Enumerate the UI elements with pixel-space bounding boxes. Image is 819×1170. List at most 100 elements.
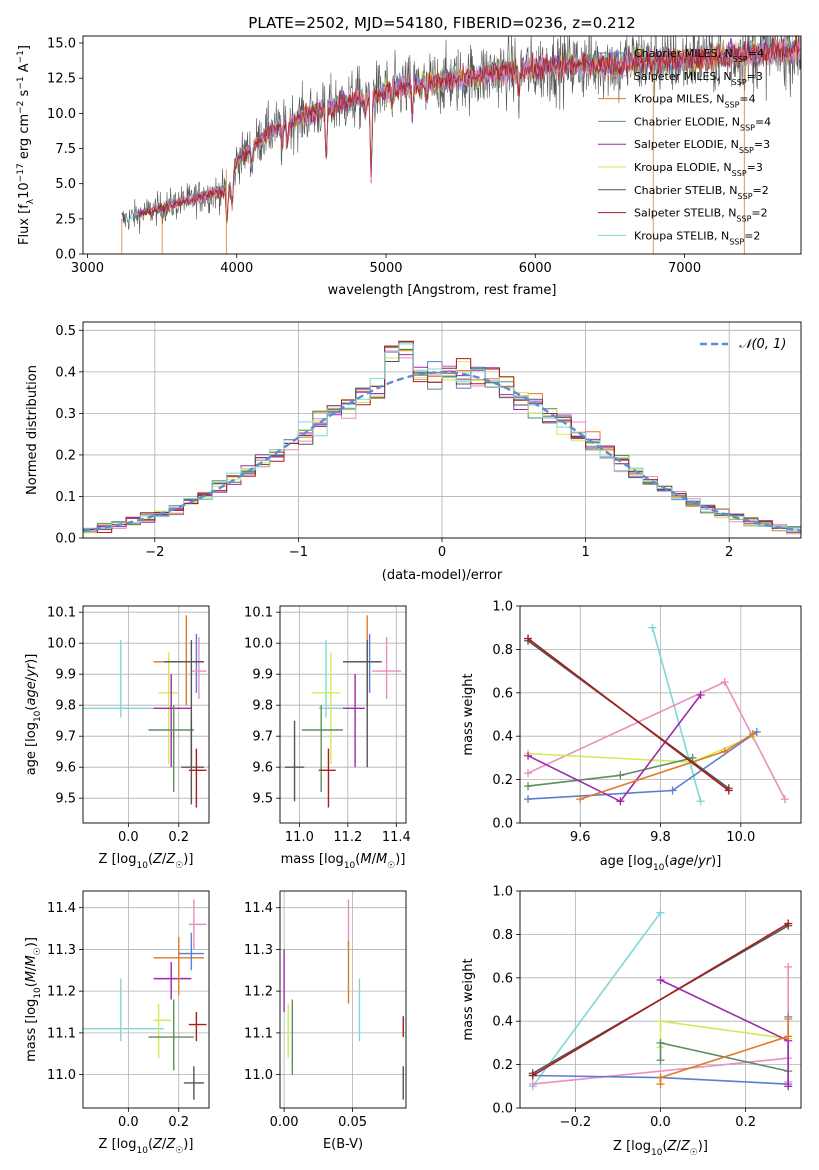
y-axis-label-part: −17 [16, 163, 26, 182]
legend-label-sub: SSP [732, 169, 747, 178]
plot-area-spectrum [121, 36, 801, 254]
y-tick-label: 9.8 [55, 699, 76, 714]
x-axis-label-part: E(B-V) [323, 1137, 363, 1152]
x-axis-label-part: age [ [600, 854, 633, 869]
y-axis-label-part: / [24, 676, 39, 681]
x-tick-label: 0.05 [338, 1115, 367, 1130]
weight-point-marker [656, 975, 665, 984]
y-tick-label: 10.0 [47, 107, 76, 122]
x-tick-label: 2 [725, 545, 733, 560]
y-tick-label: 2.5 [55, 212, 76, 227]
axes-age-vs-mass: 11.0 11.2 11.4 9.5 9.6 9.7 9.8 9.9 10.0 10.1 mass … [244, 605, 411, 871]
x-axis-label-part: Z [667, 1139, 678, 1154]
legend-label-text: Kroupa ELODIE, N [634, 161, 732, 174]
x-axis-label-part: ( [664, 854, 669, 869]
y-axis-label-part: ] [17, 45, 32, 50]
y-tick-label: 0.8 [492, 643, 513, 658]
y-axis-label-part: λ [26, 198, 36, 204]
legend-label-n: =2 [744, 229, 760, 242]
x-axis-label-part: ) [711, 854, 716, 869]
weight-point-marker [656, 1073, 665, 1082]
weight-point-marker [616, 771, 625, 780]
y-axis-label-part: / [24, 966, 39, 971]
weight-point-marker [616, 797, 625, 806]
y-axis-label: mass [log10(M/M☉)] [24, 937, 43, 1062]
x-tick-label: 0 [438, 545, 446, 560]
x-axis-label: wavelength [Angstrom, rest frame] [328, 283, 557, 298]
x-tick-label: 11.0 [285, 830, 314, 845]
x-tick-label: 0.2 [735, 1115, 756, 1130]
legend-label: Chabrier ELODIE, NSSP=4 [634, 115, 771, 131]
y-axis-label-part: M [24, 955, 39, 966]
y-tick-label: 11.1 [47, 1026, 76, 1041]
x-axis-label-part: Z [ [613, 1139, 631, 1154]
weight-line-salpeter-stelib [532, 922, 789, 1077]
y-tick-label: 1.0 [492, 600, 513, 615]
x-tick-label: 1 [581, 545, 589, 560]
y-axis-label-part: M [24, 971, 39, 982]
y-axis-label-part: yr [24, 662, 39, 678]
y-tick-label: 0.6 [492, 686, 513, 701]
legend-label: Chabrier STELIB, NSSP=2 [634, 184, 769, 201]
x-tick-label: 5000 [369, 261, 402, 276]
x-tick-label: 11.2 [333, 830, 362, 845]
axes-frame [82, 890, 210, 1109]
legend-label-n: =3 [747, 70, 763, 83]
weight-point-marker [784, 919, 793, 928]
x-axis-label-part: log [117, 852, 137, 867]
y-tick-label: 0.0 [492, 817, 513, 832]
x-axis-label-part: 10 [136, 1146, 148, 1156]
y-axis-label-part: mass weight [461, 673, 476, 755]
legend-label-n: =4 [755, 115, 771, 128]
x-tick-label: 0.00 [270, 1115, 299, 1130]
legend-label-sub: SSP [724, 100, 739, 109]
x-axis-label: Z [log10(Z/Z☉)] [99, 852, 194, 871]
y-axis-label-part: age [24, 681, 39, 705]
axes-residuals: −2 −1 0 1 2 0.0 0.1 0.2 0.3 0.4 0.5 𝒩(0, 1) (data-mo… [25, 321, 802, 583]
spectrum-model-line-salpeter-stelib [137, 36, 801, 221]
x-axis-label-part: log [324, 852, 344, 867]
y-axis-label-part: mass weight [461, 958, 476, 1040]
x-axis-label-part: Z [ [99, 852, 117, 867]
legend-label-sub: SSP [733, 55, 748, 64]
axes-frame [82, 605, 210, 824]
x-axis-label-part: M [360, 852, 371, 867]
spectrum-model-line-salpeter-miles [167, 36, 801, 220]
weight-line-kroupa-stelib [532, 912, 662, 1087]
axes-mass-vs-Z: 0.0 0.211.011.111.211.311.4Z [log10(Z/Z☉)… [24, 890, 210, 1156]
weight-line-kroupa-stelib [651, 627, 702, 802]
y-tick-label: 9.5 [252, 792, 273, 807]
x-axis-label-part: Z [152, 852, 163, 867]
y-axis-label-part: −1 [16, 50, 26, 63]
x-axis-label-part: ( [148, 852, 153, 867]
legend-label-gaussian: 𝒩(0, 1) [739, 337, 786, 352]
y-tick-label: 10.1 [47, 606, 76, 621]
weight-line-kroupa-miles [659, 1019, 789, 1085]
x-axis-label-part: Z [165, 852, 176, 867]
y-tick-label: 11.4 [244, 901, 273, 916]
axes-frame [519, 890, 802, 1109]
x-axis-label-part: ) [183, 852, 188, 867]
x-axis-label-part: log [117, 1137, 137, 1152]
y-tick-label: 9.8 [252, 699, 273, 714]
y-tick-label: 0.5 [55, 324, 76, 339]
legend-label: Chabrier MILES, NSSP=4 [634, 47, 764, 64]
weight-point-marker [784, 1082, 793, 1091]
legend-label-n: =3 [747, 161, 763, 174]
axes-frame [519, 605, 802, 824]
weight-point-marker [528, 1080, 537, 1089]
y-tick-label: 9.6 [252, 761, 273, 776]
legend-label-text: Kroupa STELIB, N [634, 229, 729, 242]
y-tick-label: 9.9 [55, 668, 76, 683]
chart-title: PLATE=2502, MJD=54180, FIBERID=0236, z=0… [248, 14, 635, 32]
y-axis-label-part: Flux [f [17, 204, 32, 245]
legend-label: Kroupa ELODIE, NSSP=3 [634, 161, 763, 178]
plot-area-weight-vs-age [524, 623, 789, 806]
y-axis-label-part: erg cm [17, 114, 32, 163]
y-axis-label-part: ] [24, 654, 39, 659]
x-tick-label: 0.0 [118, 1115, 139, 1130]
x-tick-label: 0.0 [650, 1115, 671, 1130]
legend-label-n: =2 [751, 207, 767, 220]
x-axis-label-part: Z [165, 1137, 176, 1152]
